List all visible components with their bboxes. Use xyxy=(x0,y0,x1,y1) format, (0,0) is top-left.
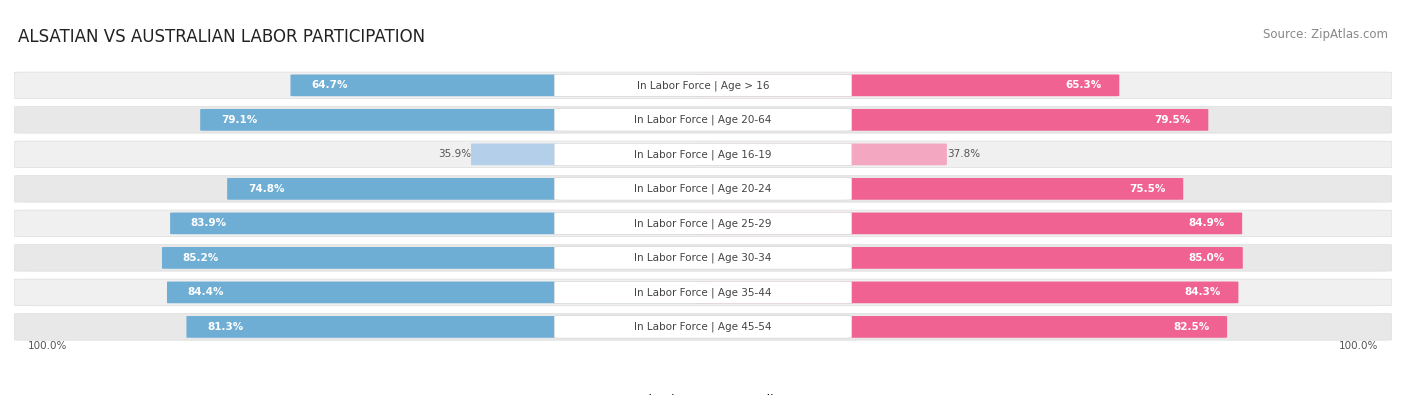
FancyBboxPatch shape xyxy=(696,178,1184,200)
Text: 84.3%: 84.3% xyxy=(1184,288,1220,297)
Text: In Labor Force | Age > 16: In Labor Force | Age > 16 xyxy=(637,80,769,90)
Text: 74.8%: 74.8% xyxy=(247,184,284,194)
FancyBboxPatch shape xyxy=(14,176,1392,202)
Text: In Labor Force | Age 35-44: In Labor Force | Age 35-44 xyxy=(634,287,772,298)
FancyBboxPatch shape xyxy=(167,282,710,303)
FancyBboxPatch shape xyxy=(554,178,852,200)
Text: 84.4%: 84.4% xyxy=(187,288,224,297)
Text: In Labor Force | Age 16-19: In Labor Force | Age 16-19 xyxy=(634,149,772,160)
FancyBboxPatch shape xyxy=(162,247,710,269)
Text: ALSATIAN VS AUSTRALIAN LABOR PARTICIPATION: ALSATIAN VS AUSTRALIAN LABOR PARTICIPATI… xyxy=(18,28,426,46)
FancyBboxPatch shape xyxy=(14,314,1392,340)
FancyBboxPatch shape xyxy=(291,75,710,96)
Text: 83.9%: 83.9% xyxy=(191,218,226,228)
Text: 65.3%: 65.3% xyxy=(1066,80,1101,90)
Text: 75.5%: 75.5% xyxy=(1129,184,1166,194)
FancyBboxPatch shape xyxy=(14,279,1392,306)
Text: 79.1%: 79.1% xyxy=(221,115,257,125)
FancyBboxPatch shape xyxy=(471,143,710,165)
FancyBboxPatch shape xyxy=(554,109,852,131)
FancyBboxPatch shape xyxy=(696,282,1239,303)
Text: 35.9%: 35.9% xyxy=(437,149,471,159)
FancyBboxPatch shape xyxy=(696,213,1241,234)
FancyBboxPatch shape xyxy=(554,247,852,269)
Text: 82.5%: 82.5% xyxy=(1173,322,1209,332)
Text: In Labor Force | Age 20-64: In Labor Force | Age 20-64 xyxy=(634,115,772,125)
Text: In Labor Force | Age 20-24: In Labor Force | Age 20-24 xyxy=(634,184,772,194)
Text: In Labor Force | Age 30-34: In Labor Force | Age 30-34 xyxy=(634,253,772,263)
FancyBboxPatch shape xyxy=(554,281,852,303)
FancyBboxPatch shape xyxy=(14,107,1392,133)
FancyBboxPatch shape xyxy=(187,316,710,338)
FancyBboxPatch shape xyxy=(554,74,852,96)
FancyBboxPatch shape xyxy=(696,109,1208,131)
Text: 84.9%: 84.9% xyxy=(1188,218,1225,228)
FancyBboxPatch shape xyxy=(696,143,946,165)
FancyBboxPatch shape xyxy=(554,316,852,338)
FancyBboxPatch shape xyxy=(200,109,710,131)
Text: Source: ZipAtlas.com: Source: ZipAtlas.com xyxy=(1263,28,1388,41)
FancyBboxPatch shape xyxy=(14,210,1392,237)
Text: 64.7%: 64.7% xyxy=(311,80,347,90)
Text: 37.8%: 37.8% xyxy=(946,149,980,159)
FancyBboxPatch shape xyxy=(14,72,1392,99)
FancyBboxPatch shape xyxy=(696,247,1243,269)
Text: 81.3%: 81.3% xyxy=(207,322,243,332)
FancyBboxPatch shape xyxy=(554,143,852,166)
FancyBboxPatch shape xyxy=(170,213,710,234)
Text: 100.0%: 100.0% xyxy=(1339,341,1378,351)
Text: 85.0%: 85.0% xyxy=(1188,253,1225,263)
Text: In Labor Force | Age 45-54: In Labor Force | Age 45-54 xyxy=(634,322,772,332)
FancyBboxPatch shape xyxy=(228,178,710,200)
Text: 85.2%: 85.2% xyxy=(183,253,219,263)
Text: 79.5%: 79.5% xyxy=(1154,115,1191,125)
FancyBboxPatch shape xyxy=(696,316,1227,338)
FancyBboxPatch shape xyxy=(14,141,1392,167)
Legend: Alsatian, Australian: Alsatian, Australian xyxy=(616,394,790,395)
FancyBboxPatch shape xyxy=(696,75,1119,96)
Text: 100.0%: 100.0% xyxy=(28,341,67,351)
FancyBboxPatch shape xyxy=(14,245,1392,271)
Text: In Labor Force | Age 25-29: In Labor Force | Age 25-29 xyxy=(634,218,772,229)
FancyBboxPatch shape xyxy=(554,212,852,235)
